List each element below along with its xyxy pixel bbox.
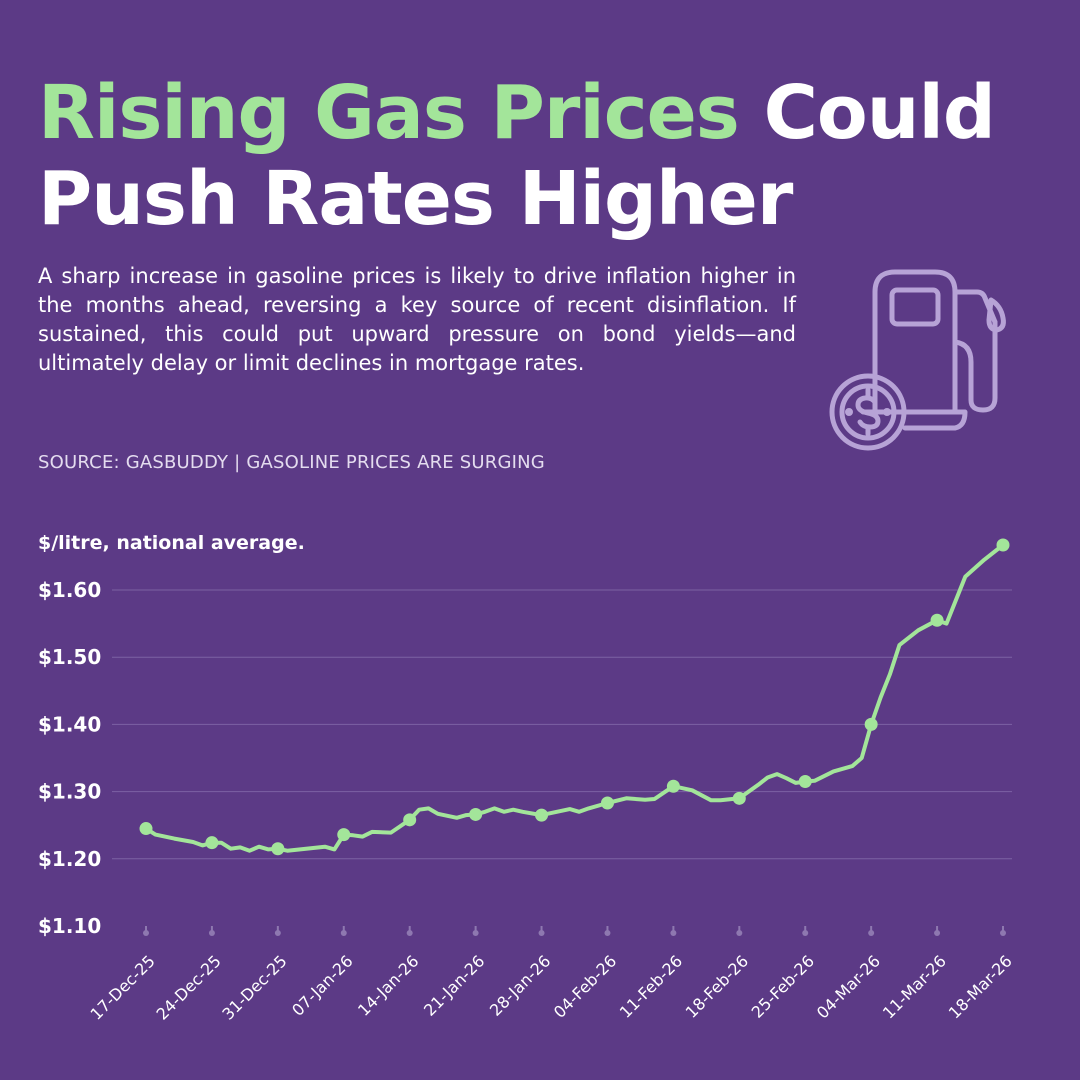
x-tick-dot <box>538 930 545 936</box>
description: A sharp increase in gasoline prices is l… <box>38 264 796 375</box>
x-tick-label: 25-Feb-26 <box>748 951 818 1021</box>
x-tick-dot <box>406 930 413 936</box>
x-tick-dot <box>274 930 281 936</box>
data-point <box>666 779 680 793</box>
x-tick-label: 14-Jan-26 <box>354 951 422 1019</box>
data-point <box>403 813 417 827</box>
data-point <box>798 775 812 789</box>
series-line <box>144 543 1005 853</box>
x-tick-label: 04-Feb-26 <box>550 951 620 1021</box>
series-markers <box>139 538 1010 856</box>
x-tick-dot <box>670 930 677 936</box>
x-tick-dot <box>604 930 611 936</box>
y-tick-label: $1.10 <box>38 914 101 938</box>
data-point <box>139 822 153 836</box>
x-tick-label: 18-Mar-26 <box>945 951 1016 1022</box>
data-point <box>864 717 878 731</box>
x-tick-label: 17-Dec-25 <box>87 951 159 1023</box>
x-tick-label: 24-Dec-25 <box>152 951 224 1023</box>
x-tick-label: 28-Jan-26 <box>486 951 554 1019</box>
data-point <box>600 796 614 810</box>
x-tick-label: 07-Jan-26 <box>288 951 356 1019</box>
data-point <box>930 613 944 627</box>
x-tick-dot <box>208 930 215 936</box>
y-tick-label: $1.30 <box>38 780 101 804</box>
grid-lines <box>112 589 1012 860</box>
price-chart: $/litre, national average. $1.10$1.20$1.… <box>38 532 1016 1024</box>
data-point <box>996 538 1010 552</box>
y-tick-label: $1.60 <box>38 578 101 602</box>
x-tick-label: 11-Feb-26 <box>616 951 686 1021</box>
data-point <box>205 836 219 850</box>
gas-pump-dollar-icon <box>829 269 1006 451</box>
data-point <box>337 828 351 842</box>
y-tick-label: $1.50 <box>38 645 101 669</box>
x-tick-dot <box>736 930 743 936</box>
x-tick-label: 21-Jan-26 <box>420 951 488 1019</box>
x-tick-labels: 17-Dec-2524-Dec-2531-Dec-2507-Jan-2614-J… <box>87 926 1016 1024</box>
y-tick-labels: $1.10 $1.20 $1.30 $1.40 $1.50 $1.60 <box>38 578 101 938</box>
x-tick-dot <box>1000 930 1006 936</box>
y-tick-label: $1.40 <box>38 712 101 736</box>
x-tick-dot <box>472 930 479 936</box>
x-tick-dot <box>340 930 347 936</box>
x-tick-label: 18-Feb-26 <box>682 951 752 1021</box>
source-line: SOURCE: GASBUDDY | GASOLINE PRICES ARE S… <box>38 452 545 473</box>
page-title: Rising Gas Prices Could Push Rates Highe… <box>38 70 1058 242</box>
title-rest: Could Push Rates Higher <box>38 70 996 242</box>
data-point <box>535 808 549 822</box>
x-tick-dot <box>868 930 875 936</box>
data-point <box>271 842 285 856</box>
data-point <box>732 791 746 805</box>
x-tick-label: 04-Mar-26 <box>813 951 884 1022</box>
x-tick-label: 11-Mar-26 <box>879 951 950 1022</box>
x-tick-dot <box>934 930 941 936</box>
x-tick-dot <box>802 930 809 936</box>
data-point <box>469 807 483 821</box>
x-tick-dot <box>143 930 149 936</box>
x-tick-label: 31-Dec-25 <box>218 951 290 1023</box>
y-axis-label: $/litre, national average. <box>38 532 305 554</box>
title-highlight: Rising Gas Prices <box>38 70 740 156</box>
y-tick-label: $1.20 <box>38 847 101 871</box>
